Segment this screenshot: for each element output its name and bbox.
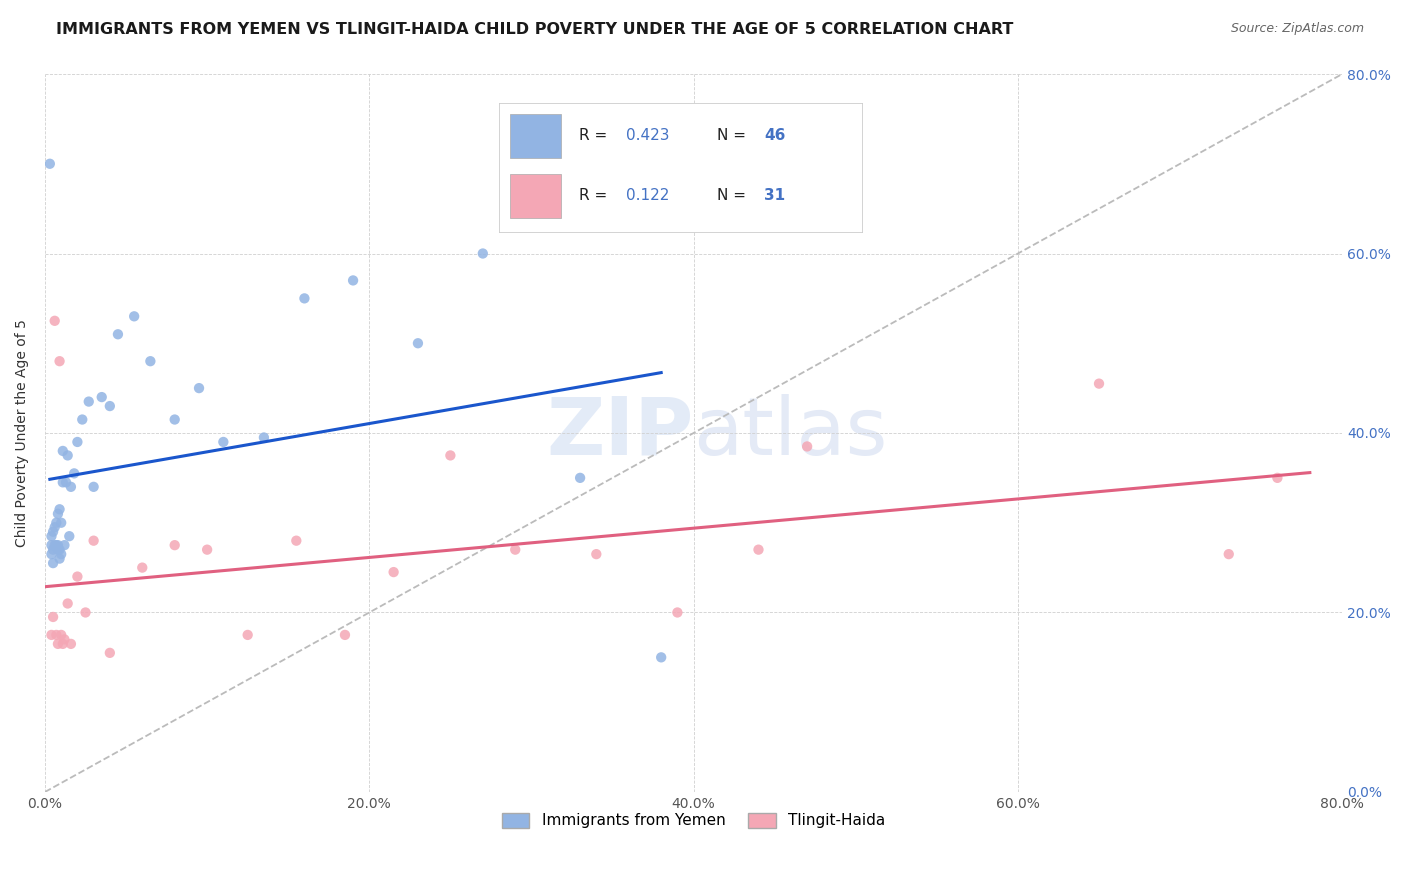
Point [48,502,70,516]
Point [51,516,73,530]
Point [77,394,100,409]
Point [46,637,69,651]
Point [46,507,69,521]
Point [1218,547,1240,561]
Point [42,610,65,624]
Point [46,542,69,557]
Point [63,467,86,481]
Point [212,434,235,449]
Point [650,650,672,665]
Point [188,381,211,395]
Point [42,556,65,570]
Point [66,434,89,449]
Point [107,327,129,342]
Point [38,157,60,171]
Point [1088,376,1111,391]
Point [195,542,218,557]
Point [52,637,75,651]
Point [46,538,69,552]
Point [342,273,364,287]
Point [51,628,73,642]
Point [56,449,79,463]
Text: atlas: atlas [693,394,889,472]
Point [41,538,63,552]
Point [45,516,67,530]
Y-axis label: Child Poverty Under the Age of 5: Child Poverty Under the Age of 5 [15,319,30,547]
Point [53,632,76,647]
Point [585,547,607,561]
Point [44,538,66,552]
Point [51,547,73,561]
Point [55,475,77,490]
Text: Source: ZipAtlas.com: Source: ZipAtlas.com [1230,22,1364,36]
Point [52,444,75,458]
Point [42,524,65,539]
Point [131,560,153,574]
Point [285,533,308,548]
Point [45,538,67,552]
Point [45,628,67,642]
Point [75,606,97,620]
Point [333,628,356,642]
Point [83,533,105,548]
Point [98,399,121,413]
Point [253,430,276,444]
Point [163,412,186,426]
Point [666,606,689,620]
Point [52,475,75,490]
Point [569,471,592,485]
Point [41,547,63,561]
Point [41,529,63,543]
Point [66,569,89,583]
Point [72,412,94,426]
Point [48,354,70,368]
Point [139,354,162,368]
Point [503,542,526,557]
Point [294,292,316,306]
Legend: Immigrants from Yemen, Tlingit-Haida: Immigrants from Yemen, Tlingit-Haida [496,807,891,835]
Point [236,628,259,642]
Point [796,440,818,454]
Point [44,520,66,534]
Point [406,336,429,351]
Point [163,538,186,552]
Point [48,542,70,557]
Point [471,246,494,260]
Text: IMMIGRANTS FROM YEMEN VS TLINGIT-HAIDA CHILD POVERTY UNDER THE AGE OF 5 CORRELAT: IMMIGRANTS FROM YEMEN VS TLINGIT-HAIDA C… [56,22,1014,37]
Point [90,390,112,404]
Point [41,628,63,642]
Point [42,542,65,557]
Point [747,542,769,557]
Point [59,637,82,651]
Point [58,529,80,543]
Point [53,538,76,552]
Point [44,314,66,328]
Point [83,480,105,494]
Point [98,646,121,660]
Point [59,480,82,494]
Point [1267,471,1289,485]
Point [122,310,145,324]
Point [48,551,70,566]
Point [382,565,405,579]
Text: ZIP: ZIP [547,394,693,472]
Point [439,449,461,463]
Point [56,597,79,611]
